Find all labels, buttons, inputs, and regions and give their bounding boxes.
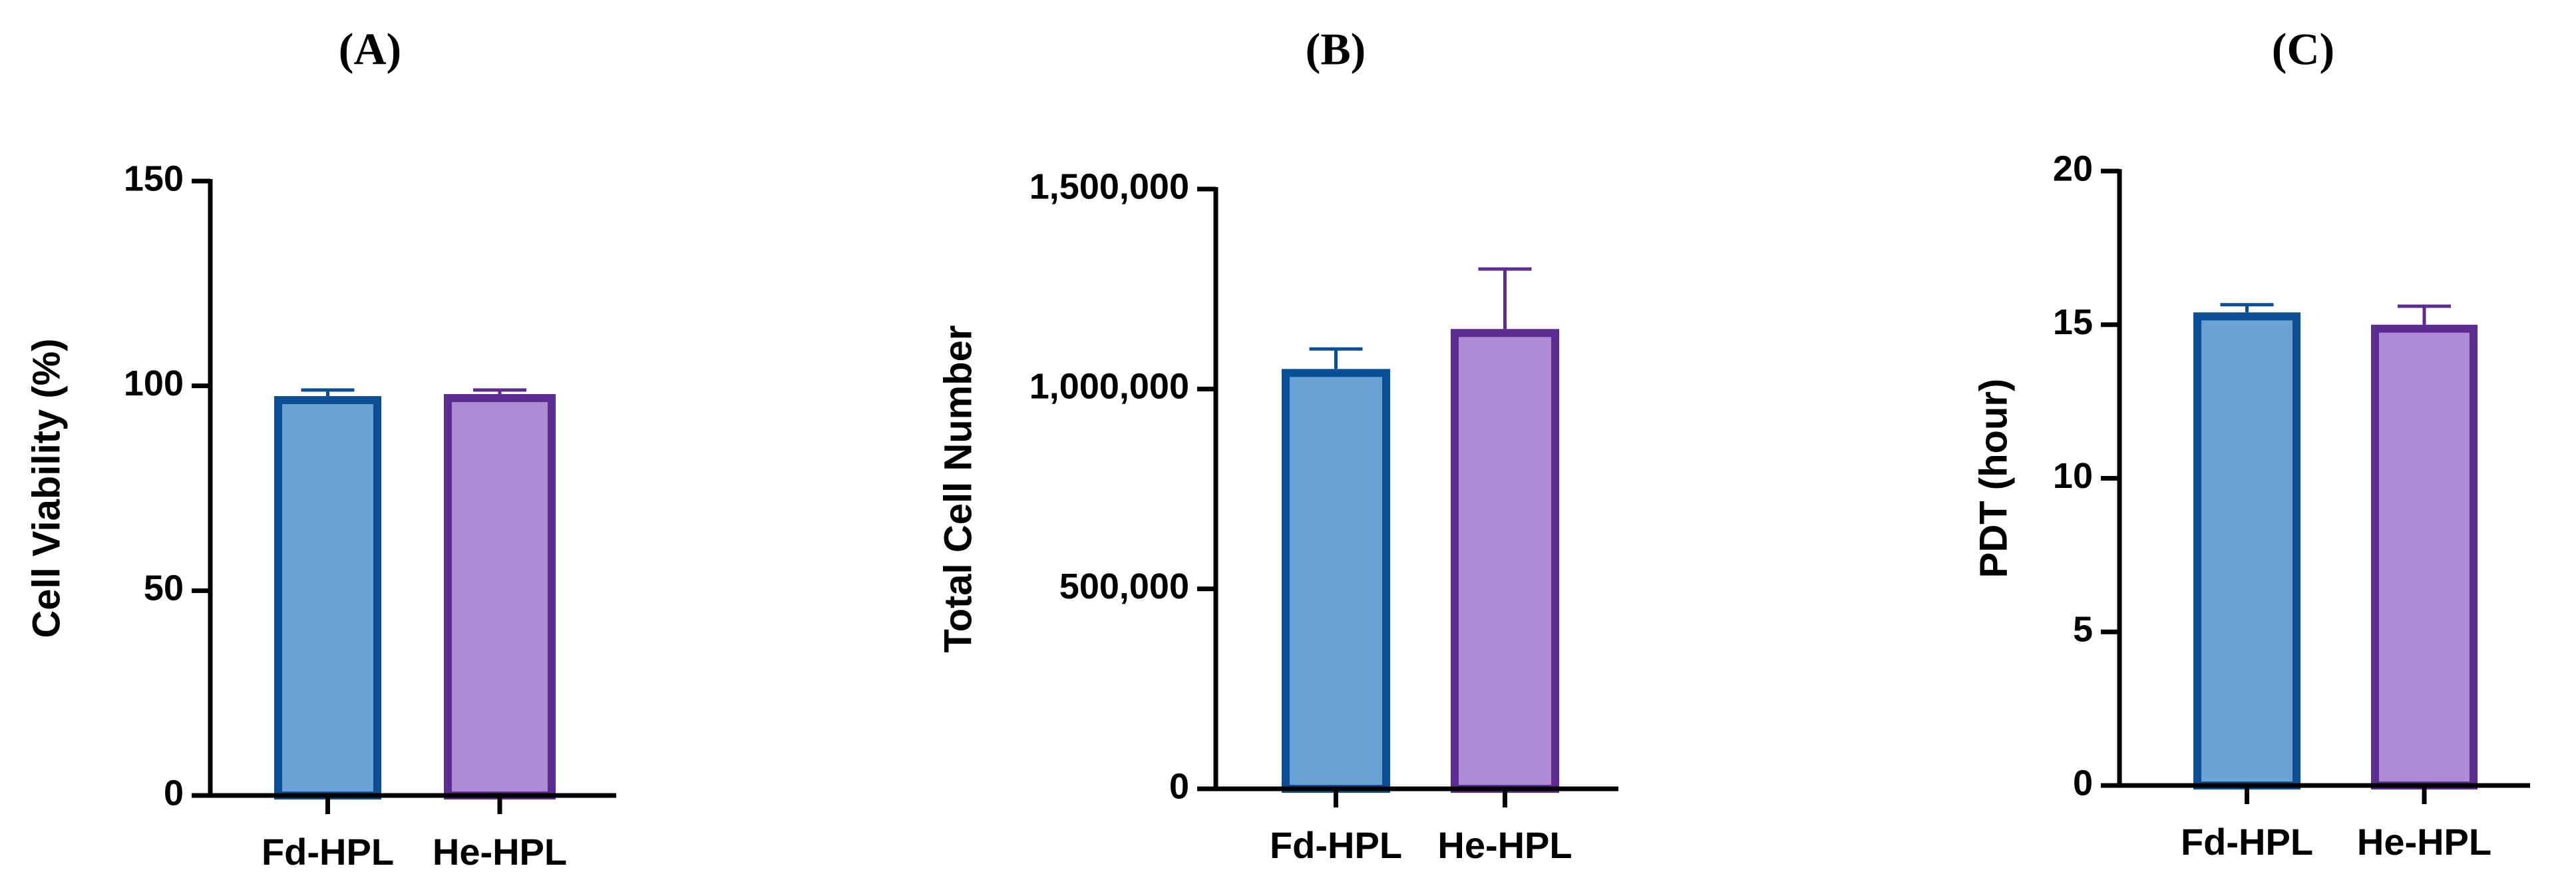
bar <box>444 393 556 799</box>
y-axis-label: PDT (hour) <box>1972 379 2015 578</box>
x-tick-label: He-HPL <box>433 831 567 873</box>
bar <box>1451 329 1559 793</box>
bar <box>1282 369 1390 793</box>
x-tick-label: Fd-HPL <box>2181 821 2313 863</box>
x-tick-label: Fd-HPL <box>1270 824 1402 866</box>
bar <box>2193 312 2300 790</box>
y-tick-label: 0 <box>2073 763 2093 803</box>
y-tick-label: 150 <box>124 158 184 198</box>
y-tick-label: 20 <box>2053 148 2093 188</box>
bar <box>274 396 381 799</box>
y-tick-label: 1,500,000 <box>1029 166 1189 206</box>
y-tick-label: 10 <box>2053 456 2093 496</box>
y-tick-label: 50 <box>144 568 184 608</box>
x-tick-label: He-HPL <box>1437 824 1572 866</box>
x-tick-label: He-HPL <box>2357 821 2491 863</box>
y-tick-label: 15 <box>2053 302 2093 342</box>
y-tick-label: 0 <box>164 773 184 813</box>
y-tick-label: 100 <box>124 363 184 403</box>
chart-title: (C) <box>2272 24 2334 75</box>
y-tick-label: 1,000,000 <box>1029 367 1189 407</box>
y-tick-label: 5 <box>2073 610 2093 650</box>
y-tick-label: 500,000 <box>1059 566 1189 606</box>
chart-title: (B) <box>1306 24 1366 75</box>
bar <box>2371 324 2478 789</box>
y-axis-label: Total Cell Number <box>936 326 980 653</box>
y-axis-label: Cell Viability (%) <box>25 338 68 638</box>
y-tick-label: 0 <box>1169 766 1189 806</box>
chart-title: (A) <box>339 24 401 75</box>
x-tick-label: Fd-HPL <box>262 831 394 873</box>
